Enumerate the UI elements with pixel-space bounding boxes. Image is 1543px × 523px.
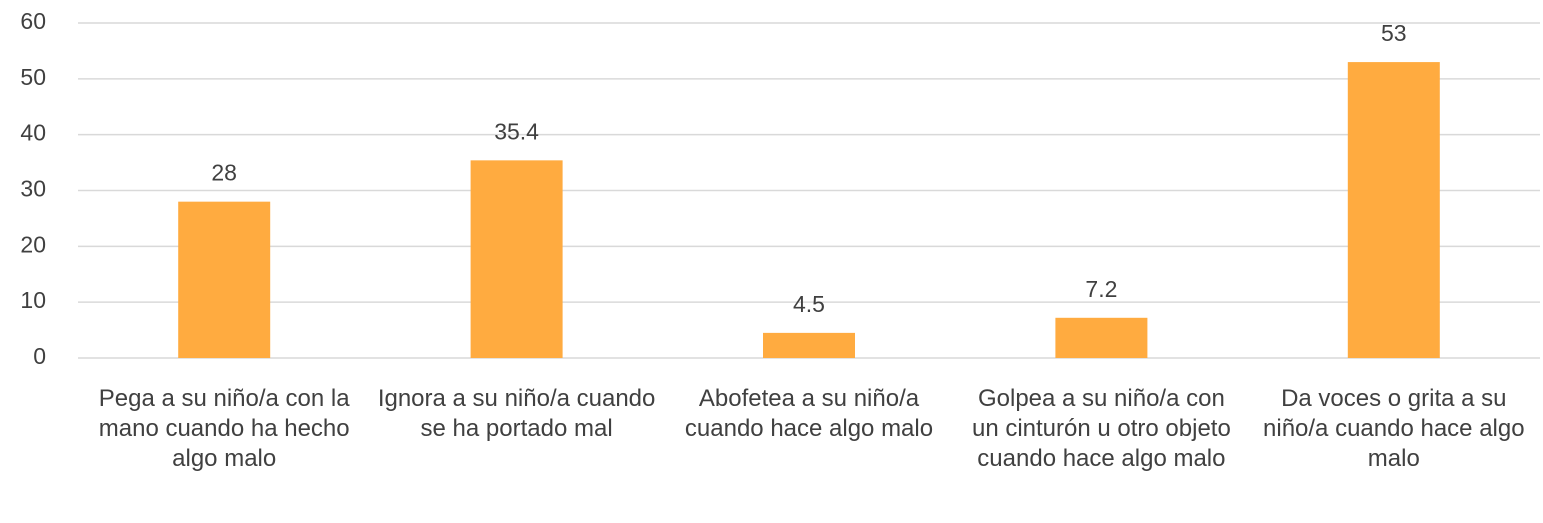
y-tick-label: 10: [20, 287, 46, 313]
y-tick-label: 50: [20, 64, 46, 90]
y-tick-label: 60: [20, 8, 46, 34]
x-tick-label: Da voces o grita a su niño/a cuando hace…: [1263, 385, 1525, 472]
y-tick-label: 30: [20, 176, 46, 202]
bar: [470, 160, 563, 358]
bar: [178, 201, 271, 358]
data-label: 7.2: [1085, 276, 1117, 302]
x-tick-label: Golpea a su niño/a con un cinturón u otr…: [971, 385, 1231, 472]
data-label: 53: [1381, 20, 1407, 46]
data-label: 4.5: [793, 291, 825, 317]
y-tick-label: 0: [33, 343, 46, 369]
data-label: 28: [211, 160, 237, 186]
x-tick-label: Pega a su niño/a con la mano cuando ha h…: [98, 385, 350, 472]
data-label: 35.4: [494, 118, 539, 144]
y-tick-label: 40: [20, 120, 46, 146]
bar: [763, 332, 855, 358]
y-tick-label: 20: [20, 231, 46, 257]
x-tick-label: Abofetea a su niño/a cuando hace algo ma…: [684, 385, 934, 442]
bar: [1055, 317, 1148, 358]
x-tick-label: Ignora a su niño/a cuando se ha portado …: [377, 385, 656, 442]
bar: [1347, 62, 1440, 358]
